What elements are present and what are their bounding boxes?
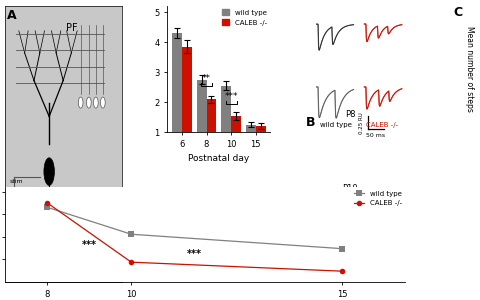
Bar — [206, 99, 216, 162]
Text: P10: P10 — [342, 184, 358, 194]
Text: CALEB -/-: CALEB -/- — [366, 196, 398, 202]
Bar — [231, 116, 241, 162]
Bar — [172, 33, 182, 162]
Text: 50 ms: 50 ms — [366, 133, 385, 138]
Circle shape — [78, 97, 83, 108]
Circle shape — [100, 97, 105, 108]
Text: stim: stim — [10, 178, 23, 184]
Text: ***: *** — [224, 92, 238, 101]
Bar — [221, 85, 231, 162]
Text: ***: *** — [82, 240, 96, 250]
Text: rec: rec — [84, 250, 94, 255]
Bar — [182, 46, 192, 162]
Text: 100: 100 — [0, 299, 1, 300]
Text: PF: PF — [65, 23, 77, 33]
Circle shape — [86, 97, 91, 108]
Text: P8: P8 — [345, 110, 355, 119]
Bar — [197, 80, 206, 162]
Text: C: C — [454, 6, 463, 19]
Text: CF: CF — [10, 203, 20, 212]
Text: wild type: wild type — [320, 122, 351, 128]
Bar — [256, 126, 265, 162]
X-axis label: Postnatal day: Postnatal day — [188, 154, 250, 164]
Text: ***: *** — [187, 249, 202, 259]
Text: Mean number of steps: Mean number of steps — [465, 26, 474, 112]
Legend: wild type, CALEB -/-: wild type, CALEB -/- — [222, 10, 267, 26]
Text: **: ** — [202, 74, 211, 83]
Circle shape — [94, 97, 98, 108]
Bar — [246, 125, 256, 162]
Text: A: A — [7, 9, 17, 22]
Ellipse shape — [44, 158, 54, 185]
Text: 0.25 RU: 0.25 RU — [360, 112, 364, 134]
Legend: wild type, CALEB -/-: wild type, CALEB -/- — [354, 191, 402, 206]
Text: B: B — [305, 116, 315, 129]
Text: wild type: wild type — [320, 196, 351, 202]
Text: CALEB -/-: CALEB -/- — [366, 122, 398, 128]
